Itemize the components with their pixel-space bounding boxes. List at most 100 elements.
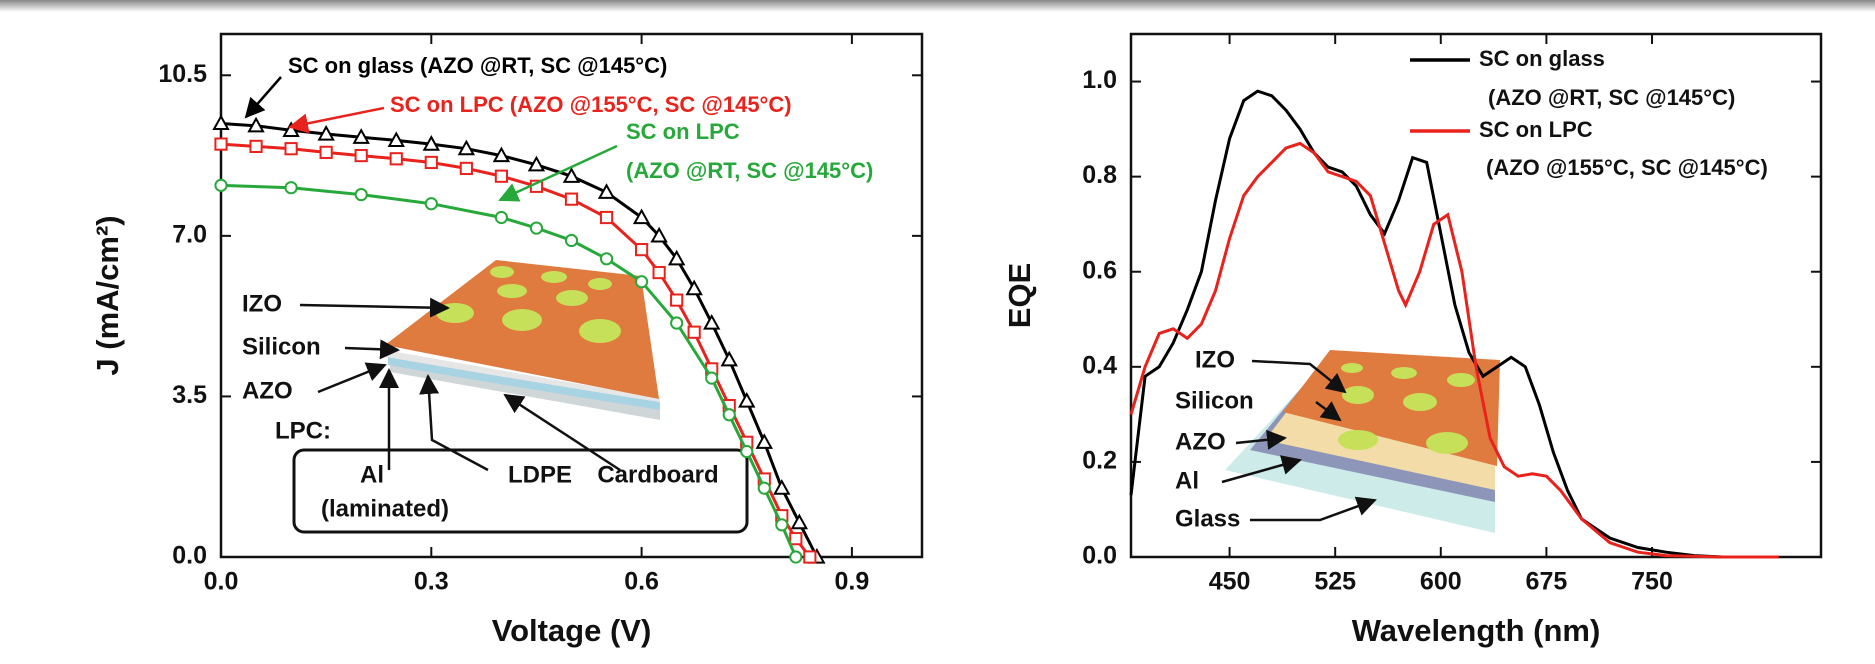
top-strip: [0, 0, 1875, 12]
data-point: [249, 139, 263, 153]
x-tick-label: 450: [1209, 568, 1251, 596]
y-tick-label: 0.8: [1082, 161, 1117, 189]
data-point: [354, 148, 368, 163]
data-point: [599, 252, 614, 266]
data-point: [685, 279, 703, 296]
inset-label: (laminated): [321, 495, 449, 522]
legend-label: SC on glass (AZO @RT, SC @145°C): [288, 53, 667, 78]
series-line: [1129, 89, 1779, 559]
annotation-arrow: [288, 106, 385, 134]
data-point: [564, 192, 579, 206]
inset-left: [292, 260, 749, 534]
y-tick-label: 1.0: [1082, 66, 1117, 94]
data-point: [670, 293, 684, 307]
series-line: [220, 183, 798, 558]
data-point: [422, 135, 440, 151]
data-point: [494, 210, 508, 225]
inset-label: LPC:: [275, 417, 331, 444]
data-point: [667, 249, 686, 266]
data-point: [789, 550, 803, 564]
x-tick-label: 0.0: [204, 568, 239, 596]
data-point: [317, 124, 335, 141]
data-point: [459, 161, 473, 176]
data-point: [650, 226, 668, 243]
inset-label: Al: [360, 461, 384, 488]
data-point: [247, 116, 265, 133]
annotation-arrow: [244, 76, 282, 119]
plot-frame: [1129, 32, 1823, 559]
data-point: [352, 128, 370, 144]
data-point: [599, 210, 614, 225]
data-point: [632, 208, 651, 225]
y-tick-label: 0.6: [1082, 256, 1117, 284]
x-tick-label: 750: [1631, 568, 1673, 596]
data-point: [284, 142, 298, 156]
x-tick-label: 0.9: [835, 568, 870, 596]
data-point: [564, 233, 579, 248]
data-point: [354, 187, 368, 202]
data-point: [492, 146, 511, 163]
data-point: [527, 155, 546, 172]
legend-note: (AZO @155°C, SC @145°C): [1486, 155, 1768, 180]
data-point: [214, 178, 228, 192]
inset-label: AZO: [1175, 428, 1226, 455]
data-point: [635, 243, 649, 257]
data-point: [720, 350, 738, 367]
data-point: [214, 137, 228, 151]
data-point: [757, 481, 771, 495]
x-axis-label: Wavelength (nm): [1352, 613, 1601, 648]
series-line: [1129, 141, 1779, 559]
data-point: [319, 145, 333, 159]
legend-note: (AZO @RT, SC @145°C): [1488, 85, 1735, 110]
inset-label: IZO: [1195, 346, 1235, 373]
x-tick-label: 0.6: [624, 568, 659, 596]
y-axis-label: J (mA/cm²): [90, 215, 125, 375]
data-point: [789, 532, 803, 546]
inset-label: Cardboard: [597, 461, 718, 488]
y-tick-label: 7.0: [172, 220, 207, 248]
data-point: [773, 479, 791, 495]
data-point: [703, 313, 721, 330]
data-point: [652, 265, 666, 280]
inset-label: Al: [1175, 467, 1199, 494]
inset-label: Silicon: [242, 333, 321, 360]
data-point: [424, 197, 438, 211]
data-point: [755, 433, 773, 449]
data-point: [635, 275, 649, 289]
inset-right: [1221, 350, 1500, 533]
data-point: [670, 316, 684, 330]
x-tick-label: 0.3: [414, 568, 449, 596]
data-point: [687, 325, 701, 339]
data-point: [775, 518, 789, 532]
y-tick-label: 0.0: [172, 542, 207, 570]
data-point: [790, 513, 809, 530]
data-point: [705, 371, 719, 385]
data-point: [529, 221, 544, 235]
data-point: [494, 169, 508, 183]
data-point: [284, 181, 298, 195]
x-tick-label: 525: [1314, 568, 1356, 596]
legend-label: SC on LPC: [1479, 117, 1593, 142]
legend-note: (AZO @RT, SC @145°C): [626, 158, 873, 183]
data-point: [424, 155, 438, 170]
y-tick-label: 10.5: [158, 60, 207, 88]
data-point: [738, 391, 756, 408]
data-point: [803, 550, 817, 564]
y-tick-label: 3.5: [172, 381, 207, 409]
inset-label: IZO: [242, 290, 282, 317]
data-point: [457, 139, 476, 156]
legend-label: SC on LPC: [626, 119, 740, 144]
y-tick-label: 0.2: [1082, 447, 1117, 475]
data-point: [562, 167, 581, 183]
x-tick-label: 675: [1526, 568, 1568, 596]
legend-label: SC on glass: [1479, 46, 1605, 71]
data-point: [597, 183, 616, 199]
data-point: [722, 408, 736, 422]
y-tick-label: 0.0: [1082, 542, 1117, 570]
x-tick-label: 600: [1420, 568, 1462, 596]
inset-label: Silicon: [1175, 387, 1254, 414]
inset-label: AZO: [242, 377, 293, 404]
data-point: [212, 114, 230, 131]
annotation-arrow: [498, 144, 618, 202]
data-point: [389, 152, 403, 166]
